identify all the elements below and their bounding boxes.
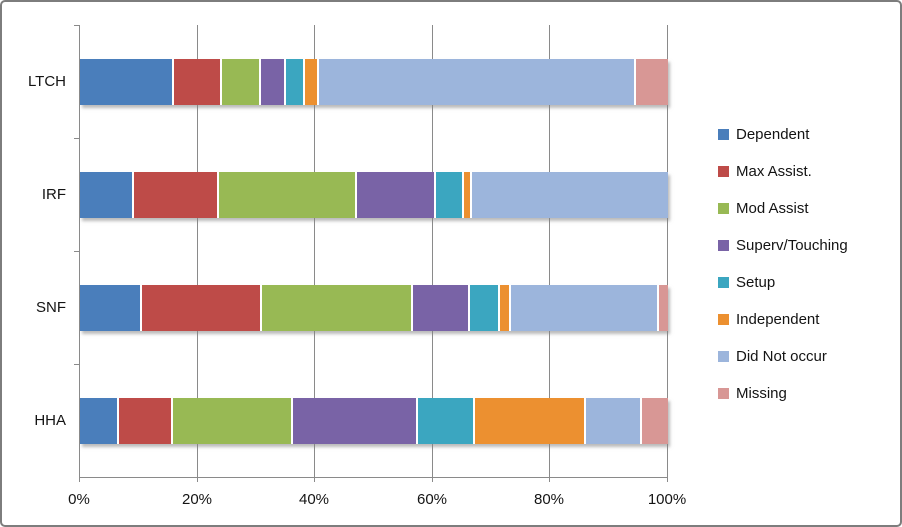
x-axis-tick [314,477,316,482]
bar-segment [286,59,304,105]
x-axis-tick [196,477,198,482]
legend-item: Setup [718,271,848,293]
legend-swatch-icon [718,202,729,214]
y-axis-tick [74,25,79,26]
bar-segment [142,285,260,331]
bar-segment [464,172,471,218]
x-tick-label: 80% [533,491,565,508]
gridline [314,25,316,477]
plot-area [74,25,669,482]
x-tick-label: 20% [181,491,213,508]
bar-segment [80,59,172,105]
legend-item: Max Assist. [718,160,848,182]
category-label: LTCH [27,73,66,90]
bar-segment [500,285,510,331]
x-tick-label: 100% [647,491,687,508]
bar-segment [221,59,260,105]
gridline [431,25,433,477]
bar-segment [172,398,291,444]
y-axis-tick [74,251,79,252]
legend-swatch-icon [718,350,729,362]
legend-label: Independent [736,310,820,328]
bar-segment [511,285,658,331]
legend-label: Setup [736,273,776,291]
x-tick-label: 0% [68,491,90,508]
bar-segment [318,59,635,105]
category-label: IRF [41,186,66,203]
bar-segment [80,172,132,218]
bar-segment [585,398,641,444]
bar-row [80,285,668,331]
x-axis-tick [667,477,668,482]
bar-segment [219,172,355,218]
legend-swatch-icon [718,239,729,251]
x-tick-label: 40% [298,491,330,508]
bar-segment [261,59,285,105]
legend-label: Superv/Touching [736,236,848,254]
category-label: HHA [34,412,66,429]
legend-swatch-icon [718,276,729,288]
bar-segment [173,59,220,105]
legend-item: Superv/Touching [718,234,848,256]
bar-row [80,172,669,218]
x-axis-tick [549,477,551,482]
bar-segment [418,398,473,444]
bar-segment [80,398,118,444]
legend-label: Max Assist. [736,162,812,180]
bar-segment [436,172,463,218]
legend-item: Did Not occur [718,345,848,367]
bar-segment [356,172,435,218]
gridline [549,25,551,477]
y-axis-tick [74,138,79,139]
legend-item: Missing [718,382,848,404]
bar-segment [261,285,412,331]
bar-segment [133,172,218,218]
legend-swatch-icon [718,128,729,140]
legend-swatch-icon [718,387,729,399]
y-axis-tick [74,364,79,365]
legend-swatch-icon [718,165,729,177]
x-axis-tick [79,477,80,482]
bar-segment [305,59,317,105]
x-tick-label: 60% [416,491,448,508]
bar-row [80,59,668,105]
bar-segment [469,285,499,331]
gridline [667,25,668,477]
legend: Dependent Max Assist. Mod Assist Superv/Tou… [718,123,848,419]
legend-swatch-icon [718,313,729,325]
category-label: SNF [36,299,66,316]
bar-segment [636,59,668,105]
bar-segment [413,285,468,331]
bar-row [80,398,668,444]
legend-item: Independent [718,308,848,330]
legend-item: Dependent [718,123,848,145]
gridline [196,25,198,477]
legend-label: Missing [736,384,787,402]
bar-segment [80,285,141,331]
bar-segment [119,398,171,444]
legend-label: Dependent [736,125,810,143]
legend-label: Did Not occur [736,347,827,365]
legend-item: Mod Assist [718,197,848,219]
bar-segment [642,398,668,444]
bar-segment [659,285,668,331]
legend-label: Mod Assist [736,199,809,217]
x-axis-tick [431,477,433,482]
bar-segment [292,398,417,444]
bar-segment [472,172,669,218]
bar-segment [474,398,584,444]
